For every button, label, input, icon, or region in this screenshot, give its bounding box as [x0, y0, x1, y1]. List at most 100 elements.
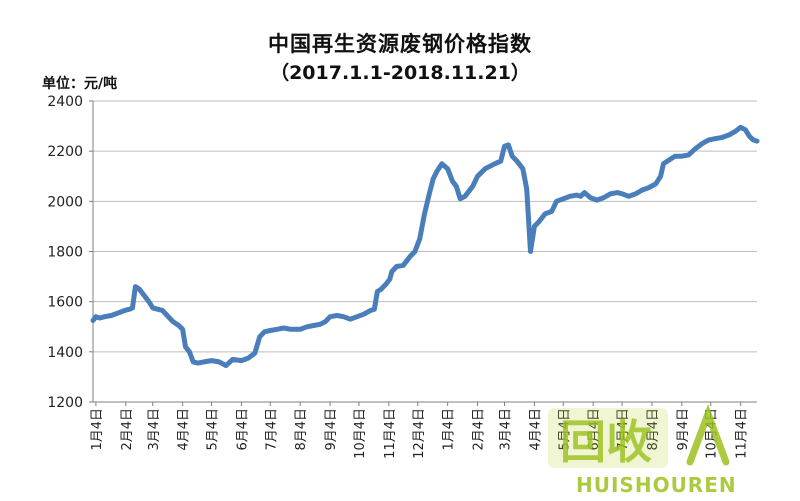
data-point	[588, 196, 592, 200]
data-point	[720, 135, 724, 139]
y-tick-labels: 1200 1400 1600 1800 2000 2200 2400	[47, 94, 83, 411]
data-point	[727, 133, 731, 137]
data-point	[435, 169, 439, 173]
data-point	[312, 323, 316, 328]
data-point	[743, 128, 748, 132]
data-point	[579, 194, 583, 198]
data-point	[440, 162, 444, 166]
data-point	[431, 177, 435, 181]
x-tick-label: 9月4日	[324, 408, 339, 451]
y-tick-label: 2400	[47, 94, 83, 110]
data-point	[258, 335, 262, 339]
x-tick-label: 1月4日	[90, 408, 105, 451]
data-point	[202, 360, 206, 364]
data-point	[661, 162, 666, 166]
data-point	[582, 191, 587, 195]
x-tick-label: 8月4日	[646, 408, 661, 451]
data-point	[418, 237, 422, 241]
x-tick-label: 7月4日	[616, 408, 631, 451]
grid-lines	[93, 100, 757, 353]
watermark-logo-text: 回收	[560, 415, 652, 469]
x-tick-label: 3月4日	[147, 408, 162, 451]
data-point	[335, 313, 339, 318]
y-tick-label: 2000	[47, 194, 83, 210]
data-point	[183, 345, 188, 349]
x-tick-label: 10月4日	[353, 408, 368, 459]
data-point	[554, 199, 559, 203]
x-tick-label: 12月4日	[412, 408, 427, 459]
data-point	[521, 167, 525, 171]
data-point	[755, 139, 759, 143]
data-point	[707, 138, 711, 142]
data-point	[647, 185, 651, 190]
data-point	[667, 158, 671, 162]
data-point	[450, 179, 455, 183]
data-point	[506, 143, 510, 147]
x-tick-label: 11月4日	[383, 408, 398, 459]
data-point	[537, 219, 541, 223]
x-tick-label: 9月4日	[676, 408, 691, 451]
watermark-logo: 回收 HUISHOUREN	[540, 402, 740, 497]
unit-label: 单位：元/吨	[42, 76, 118, 92]
data-point	[734, 129, 738, 133]
x-tick-label: 7月4日	[264, 408, 279, 451]
data-point	[693, 147, 697, 151]
y-tick-label: 1200	[47, 395, 83, 411]
data-point	[239, 359, 243, 363]
data-point	[355, 315, 359, 319]
data-point	[224, 364, 228, 368]
data-point	[98, 316, 102, 320]
data-point	[575, 193, 579, 197]
data-point	[608, 192, 613, 196]
series-line	[90, 124, 760, 369]
data-point	[160, 308, 164, 312]
data-point	[463, 194, 467, 198]
huishouren-logo-icon: 回收 HUISHOUREN	[548, 404, 736, 497]
data-point	[142, 293, 146, 297]
x-tick-label: 1月4日	[442, 408, 457, 451]
data-point	[680, 154, 684, 158]
x-tick-labels: 1月4日 2月4日 3月4日 4月4日 5月4日 6月4日 7月4日 8月4日 9月4日 10月4…	[90, 408, 750, 459]
data-point	[91, 318, 95, 323]
data-point	[395, 264, 399, 269]
data-point	[602, 196, 606, 200]
data-point	[362, 312, 366, 316]
data-point	[475, 174, 480, 178]
data-point	[654, 182, 658, 186]
data-point	[268, 328, 272, 333]
data-point	[532, 224, 537, 228]
data-point	[151, 306, 155, 310]
data-point	[305, 325, 309, 329]
data-point	[634, 192, 638, 196]
y-tick-label: 2200	[47, 144, 83, 160]
data-point	[130, 306, 135, 310]
data-point	[187, 350, 191, 354]
data-point	[369, 308, 373, 312]
data-point	[687, 153, 691, 157]
data-point	[595, 198, 599, 202]
data-point	[342, 315, 346, 319]
data-point	[659, 174, 663, 178]
data-point	[510, 154, 514, 158]
data-point	[543, 212, 547, 216]
data-point	[379, 287, 383, 291]
data-point	[446, 167, 450, 171]
data-point	[673, 154, 677, 158]
chart-subtitle: （2017.1.1-2018.11.21）	[270, 62, 530, 84]
data-point	[372, 307, 376, 311]
data-point	[454, 184, 458, 188]
axes	[89, 100, 757, 406]
data-point	[751, 138, 755, 142]
data-point	[217, 360, 221, 364]
data-point	[156, 307, 160, 311]
data-point	[282, 326, 286, 330]
data-point	[493, 162, 497, 166]
data-point	[262, 330, 267, 334]
data-point	[620, 192, 624, 196]
data-point	[627, 194, 631, 198]
data-point	[561, 197, 565, 201]
data-point	[181, 327, 185, 331]
data-point	[700, 142, 704, 146]
